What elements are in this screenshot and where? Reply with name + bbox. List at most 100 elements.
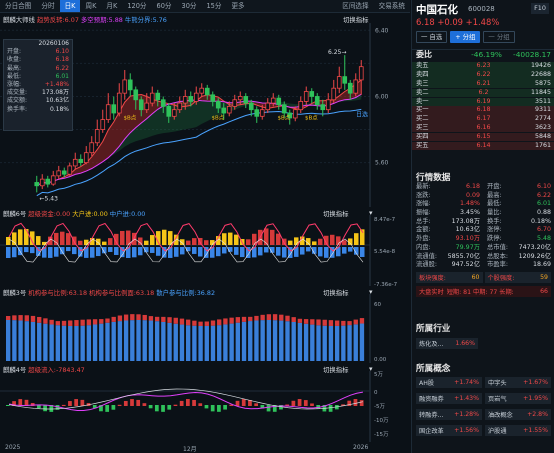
book-price: 6.17 xyxy=(476,114,491,122)
concept-tag[interactable]: 融资融券 +1.43% xyxy=(416,393,482,404)
book-row[interactable]: 卖四 6.22 22688 xyxy=(412,70,554,80)
quote-row: 内盘: 79.97万 总市值: 7473.20亿 xyxy=(416,244,551,253)
indicator2-switch[interactable]: 切换指标 xyxy=(323,289,349,297)
tab-9[interactable]: 更多 xyxy=(231,2,245,10)
tab-5[interactable]: 120分 xyxy=(127,2,147,10)
inflow-bar xyxy=(18,229,23,245)
tab-3[interactable]: 周K xyxy=(85,2,97,10)
tab-right-0[interactable]: 区间选择 xyxy=(342,2,369,10)
book-row[interactable]: 买二 6.17 2774 xyxy=(412,114,554,124)
outflow-bar xyxy=(252,247,257,258)
kline-axis-label: 6.40 xyxy=(375,27,389,34)
indicator1-chart[interactable]: 8.47e-7 5.54e-8 -7.36e-7 xyxy=(0,215,410,286)
concept-tag[interactable]: 页岩气 +1.95% xyxy=(485,393,551,404)
indicator1-switch[interactable]: 切换指标 xyxy=(323,210,349,218)
outflow-bar xyxy=(114,247,119,255)
inflow-bar xyxy=(37,405,41,409)
candle-body xyxy=(281,104,287,114)
tab-8[interactable]: 15分 xyxy=(206,2,222,10)
concept-pct: +1.43% xyxy=(454,395,479,402)
tab-6[interactable]: 60分 xyxy=(156,2,172,10)
concept-tag[interactable]: AH股 +1.74% xyxy=(416,377,482,388)
indicator1-pane[interactable]: 麒麟6号 超级资金:0.00 大户进:0.00 中户进:0.00 切换指标 ▾ 8.4… xyxy=(0,207,410,287)
kline-chart[interactable]: 6.40 6.00 5.60 6.25→ ←5.43 $B点 $B点 $B点 $B点 日选 xyxy=(0,23,410,207)
outflow-bar xyxy=(192,247,197,254)
x-axis-label-2025: 2025 xyxy=(5,444,21,451)
kline-switch-indicator[interactable]: 切换指标 xyxy=(343,16,369,24)
inflow-bar xyxy=(105,405,110,412)
order-ratio-row: 委比 -46.19% -40028.17 xyxy=(416,50,551,60)
indicator1-dropdown-icon[interactable]: ▾ xyxy=(369,209,373,217)
concept-tag[interactable]: 国企改革 +1.56% xyxy=(416,425,482,436)
inflow-bar xyxy=(228,232,233,245)
book-row[interactable]: 买三 6.16 3623 xyxy=(412,123,554,133)
candle-body xyxy=(94,129,100,144)
kline-axis-label: 6.00 xyxy=(375,93,389,100)
tab-right-1[interactable]: 交易系统 xyxy=(378,2,405,10)
add-group-button[interactable]: + 分组 xyxy=(450,31,481,43)
book-row[interactable]: 买一 6.18 9311 xyxy=(412,106,554,115)
indicator3-switch[interactable]: 切换指标 xyxy=(323,366,349,374)
indicator3-pane[interactable]: 麒麟4号 超级流入:-7843.47 切换指标 ▾ 5万 0 -5万 -10万 -15万 xyxy=(0,363,410,443)
quote-key: 最低: xyxy=(487,200,502,208)
quote-value: 173.08万 xyxy=(451,217,480,225)
book-row[interactable]: 买五 6.14 1761 xyxy=(412,141,554,151)
inflow-bar xyxy=(156,231,161,245)
remove-group-button[interactable]: 一 分组 xyxy=(483,31,515,43)
order-ratio-title: 委比 xyxy=(416,50,432,59)
concept-name: 国企改革 xyxy=(419,428,444,435)
institution-bar xyxy=(18,315,23,321)
concept-row: AH股 +1.74% 中字头 +1.67% xyxy=(416,377,551,388)
inflow-bar xyxy=(120,231,125,245)
retail-bar xyxy=(30,321,36,361)
outflow-bar xyxy=(72,247,77,255)
tab-2[interactable]: 日K xyxy=(59,0,81,12)
book-volume: 2774 xyxy=(534,114,551,122)
book-price: 6.15 xyxy=(476,132,491,140)
concept-tag[interactable]: 转融券... +1.28% xyxy=(416,409,482,420)
outflow-bar xyxy=(174,247,179,257)
book-row[interactable]: 卖二 6.2 11845 xyxy=(412,88,554,98)
candle-body xyxy=(298,101,304,111)
tab-7[interactable]: 30分 xyxy=(181,2,197,10)
concept-tag[interactable]: 沪股通 +1.55% xyxy=(485,425,551,436)
concept-pct: +1.28% xyxy=(454,411,479,418)
tab-1[interactable]: 分时 xyxy=(41,2,55,10)
quote-value: 7473.20亿 xyxy=(518,243,551,251)
book-row[interactable]: 卖五 6.23 19426 xyxy=(412,62,554,71)
indicator2-chart[interactable]: 600.00 xyxy=(0,294,410,363)
outflow-bar xyxy=(324,247,329,258)
candle-body xyxy=(232,99,238,107)
watchlist-button[interactable]: 一 自选 xyxy=(416,31,448,43)
indicator3-chart[interactable]: 5万 0 -5万 -10万 -15万 xyxy=(0,371,410,443)
quote-key: 涨跌: xyxy=(416,191,431,199)
indicator3-dropdown-icon[interactable]: ▾ xyxy=(369,365,373,373)
concept-name: 沪股通 xyxy=(488,428,507,435)
book-row[interactable]: 买四 6.15 5848 xyxy=(412,132,554,142)
inflow-bar xyxy=(6,237,11,245)
kline-pane[interactable]: 麒麟大师线 趋势反转:6.07 多空预期:5.88 牛熊分界:5.76 切换指标 6.… xyxy=(0,13,410,208)
concept-tag[interactable]: 油改概念 +2.8% xyxy=(485,409,551,420)
inflow-bar xyxy=(347,400,352,406)
institution-bar xyxy=(316,319,321,326)
book-row[interactable]: 卖三 6.21 5875 xyxy=(412,79,554,89)
tab-0[interactable]: 分日合图 xyxy=(5,2,32,10)
indicator2-dropdown-icon[interactable]: ▾ xyxy=(369,288,373,296)
retail-bar xyxy=(55,325,60,361)
book-row[interactable]: 卖一 6.19 3511 xyxy=(412,97,554,107)
info-row: 涨幅: +1.48% xyxy=(4,81,72,89)
f10-button[interactable]: F10 xyxy=(531,3,549,14)
industry-tag[interactable]: 炼化及... 1.66% xyxy=(416,338,478,349)
book-level: 卖三 xyxy=(416,79,429,87)
institution-bar xyxy=(161,316,166,322)
quote-value: 6.01 xyxy=(536,200,551,208)
inflow-bar xyxy=(186,399,190,406)
indicator2-pane[interactable]: 麒麟3号 机构参与比例:63.18 机构参与比例面:63.18 散户参与比例:36.8… xyxy=(0,286,410,364)
candle-body xyxy=(314,96,320,106)
tab-4[interactable]: 月K xyxy=(106,2,118,10)
order-ratio-value: -46.19% xyxy=(471,50,502,59)
concept-tag[interactable]: 中字头 +1.67% xyxy=(485,377,551,388)
quote-row: 流通股: 947.52亿 市盈率: 18.69 xyxy=(416,261,551,270)
inflow-bar xyxy=(310,403,314,406)
info-row: 最高: 6.22 xyxy=(4,65,72,73)
